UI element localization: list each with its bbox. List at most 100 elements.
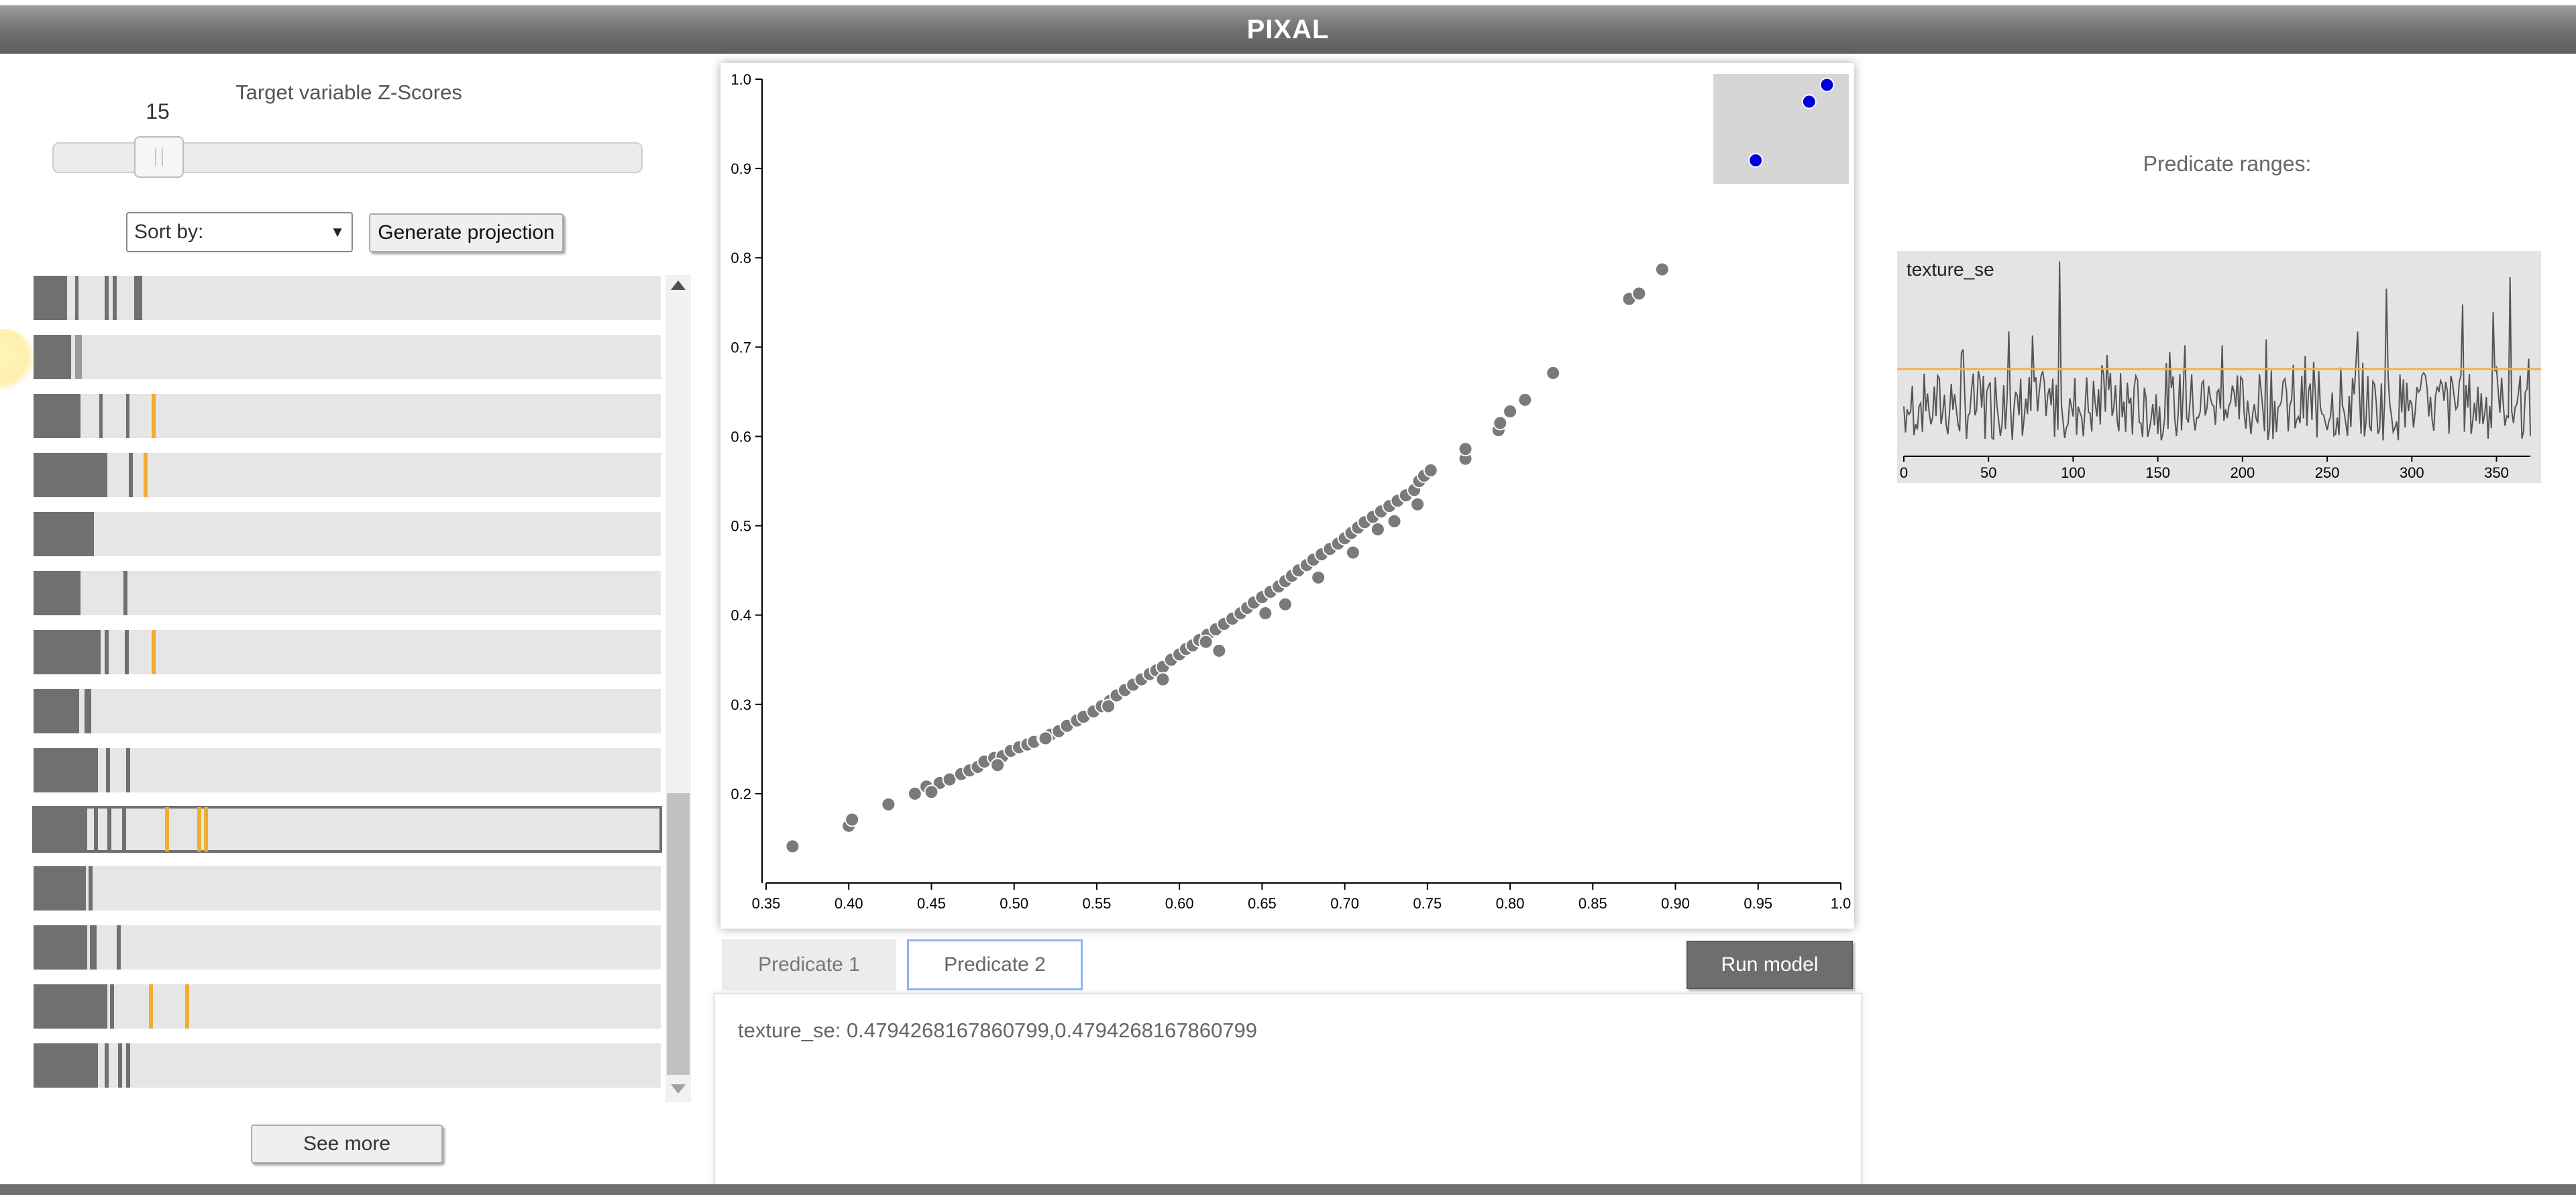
- data-point: [1493, 415, 1508, 431]
- data-point: [1311, 570, 1326, 585]
- x-tick-label: 1.0: [1831, 895, 1851, 912]
- list-item[interactable]: [34, 512, 661, 556]
- y-tick-label: 0.6: [731, 428, 751, 445]
- x-tick-label: 0.80: [1496, 895, 1525, 912]
- y-tick-label: 0.4: [731, 607, 751, 624]
- generate-projection-button[interactable]: Generate projection: [369, 213, 564, 252]
- list-item[interactable]: [34, 276, 661, 320]
- list-item[interactable]: [34, 748, 661, 792]
- data-point: [907, 786, 922, 801]
- data-point: [1654, 262, 1670, 277]
- data-point: [1345, 545, 1360, 560]
- inset-chart: [1748, 77, 1835, 168]
- footer-bar: [0, 1184, 2576, 1195]
- inset-point: [1748, 153, 1764, 168]
- projection-plot: 0.35 0.40 0.45 0.50 0.55 0.60 0.65 0.70 0.75 0.80…: [720, 63, 1854, 929]
- zscore-slider-thumb[interactable]: [134, 136, 184, 178]
- list-item[interactable]: [34, 1043, 661, 1088]
- y-tick-label: 0.8: [731, 250, 751, 266]
- y-tick-label: 0.9: [731, 160, 751, 177]
- sort-select[interactable]: Sort by: ▼: [126, 212, 353, 252]
- data-point: [881, 796, 896, 812]
- x-tick-label: 0.90: [1661, 895, 1690, 912]
- x-tick-label: 0.45: [917, 895, 946, 912]
- data-point: [1631, 286, 1647, 301]
- data-point: [845, 812, 860, 827]
- x-tick-label: 0.40: [835, 895, 863, 912]
- x-tick-label: 0.55: [1083, 895, 1112, 912]
- series-line: [1903, 261, 2531, 441]
- app-title: PIXAL: [1246, 14, 1330, 44]
- list-item[interactable]: [34, 866, 661, 911]
- x-tick-label: 150: [2145, 464, 2170, 481]
- see-more-button[interactable]: See more: [251, 1125, 443, 1163]
- x-tick-label: 0.50: [1000, 895, 1028, 912]
- x-tick-label: 0.65: [1248, 895, 1277, 912]
- data-point: [1387, 513, 1402, 529]
- run-model-button[interactable]: Run model: [1686, 941, 1853, 989]
- data-point: [1198, 634, 1214, 650]
- predicate-panel: texture_se: 0.4794268167860799,0.4794268…: [714, 993, 1862, 1188]
- x-tick-label: 0.70: [1330, 895, 1359, 912]
- x-tick-label: 350: [2484, 464, 2509, 481]
- x-tick-label: 200: [2231, 464, 2255, 481]
- data-point: [785, 839, 800, 854]
- data-point: [1410, 497, 1426, 512]
- data-point: [1423, 463, 1438, 478]
- app-header: PIXAL: [0, 5, 2576, 54]
- predicate-chart-title: texture_se: [1907, 259, 1994, 280]
- list-item[interactable]: [34, 925, 661, 970]
- data-point: [1212, 643, 1227, 658]
- y-tick-label: 0.3: [731, 696, 751, 713]
- data-point: [1503, 404, 1518, 419]
- x-tick-label: 0: [1900, 464, 1908, 481]
- data-point: [924, 784, 939, 800]
- data-point: [1277, 596, 1293, 612]
- scatter-chart: 0.35 0.40 0.45 0.50 0.55 0.60 0.65 0.70 0.75 0.80…: [731, 71, 1851, 912]
- sort-select-value: Sort by:: [134, 221, 204, 243]
- x-tick-label: 0.95: [1743, 895, 1772, 912]
- data-point: [1258, 606, 1273, 621]
- data-point: [1546, 365, 1561, 380]
- list-item[interactable]: [34, 335, 661, 379]
- inset-minimap: [1713, 74, 1849, 184]
- predicate-ranges-label: Predicate ranges:: [2143, 152, 2312, 176]
- list-item[interactable]: [34, 453, 661, 497]
- data-point: [1101, 698, 1116, 714]
- list-item[interactable]: [34, 571, 661, 615]
- inset-point: [1819, 77, 1835, 93]
- predicate-line-chart: 0 50 100 150 200 250 300 350: [1897, 261, 2541, 481]
- y-tick-label: 0.7: [731, 339, 751, 356]
- y-tick-label: 1.0: [731, 71, 751, 88]
- grip-icon: [155, 148, 163, 166]
- x-tick-label: 0.75: [1413, 895, 1442, 912]
- x-tick-label: 0.35: [752, 895, 781, 912]
- x-tick-label: 0.85: [1578, 895, 1607, 912]
- list-scroll-thumb[interactable]: [667, 793, 690, 1075]
- x-tick-label: 250: [2315, 464, 2340, 481]
- feature-list: [27, 274, 664, 1100]
- data-point: [1458, 441, 1473, 457]
- tab-predicate-1[interactable]: Predicate 1: [722, 939, 896, 990]
- scroll-down-icon[interactable]: [671, 1084, 686, 1094]
- slider-value: 15: [146, 99, 170, 123]
- predicate-range-chart[interactable]: 0 50 100 150 200 250 300 350 texture_se: [1897, 251, 2541, 483]
- data-point: [990, 758, 1006, 773]
- x-tick-label: 0.60: [1165, 895, 1194, 912]
- list-item-selected[interactable]: [32, 806, 662, 853]
- inset-point: [1801, 94, 1817, 109]
- tab-predicate-2[interactable]: Predicate 2: [907, 939, 1083, 990]
- list-item[interactable]: [34, 984, 661, 1029]
- list-item[interactable]: [34, 630, 661, 674]
- list-item[interactable]: [34, 689, 661, 733]
- scroll-up-icon[interactable]: [671, 280, 686, 290]
- x-tick-label: 50: [1980, 464, 1996, 481]
- zscore-label: Target variable Z-Scores: [235, 81, 462, 104]
- data-point: [1517, 392, 1533, 407]
- data-point: [1038, 731, 1053, 746]
- data-point: [1155, 672, 1171, 687]
- list-item[interactable]: [34, 394, 661, 438]
- x-tick-label: 300: [2400, 464, 2424, 481]
- chevron-down-icon: ▼: [330, 223, 345, 240]
- x-tick-label: 100: [2061, 464, 2086, 481]
